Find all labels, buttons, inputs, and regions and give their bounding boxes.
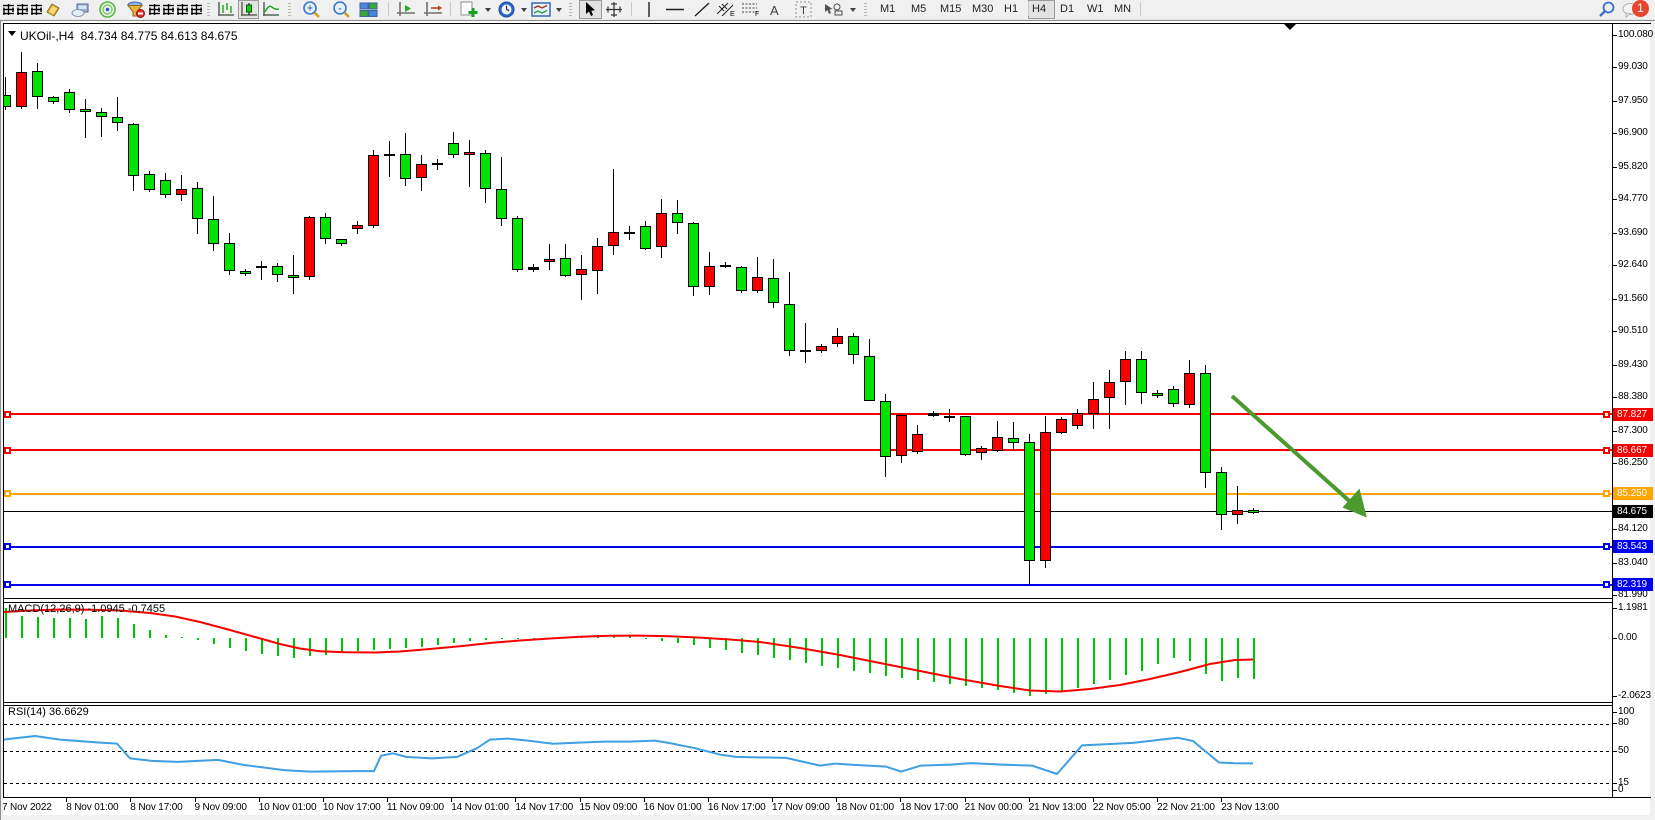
svg-text:E: E [730, 11, 735, 17]
svg-text:+: + [307, 4, 313, 15]
svg-text:-: - [338, 4, 341, 15]
svg-text:T: T [800, 5, 807, 17]
svg-text:F: F [755, 11, 759, 17]
